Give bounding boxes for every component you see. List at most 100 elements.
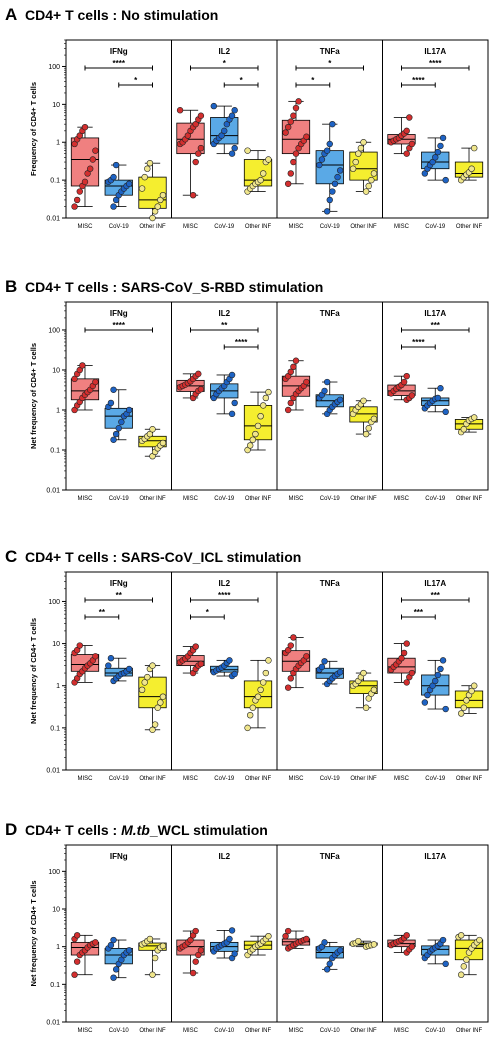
facet-label-ifng: IFNg bbox=[110, 579, 128, 588]
group-label: Other INF bbox=[245, 224, 272, 230]
facet-label-ifng: IFNg bbox=[110, 309, 128, 318]
data-point bbox=[73, 196, 81, 204]
y-tick-label: 1 bbox=[56, 944, 60, 951]
data-point bbox=[92, 939, 99, 946]
data-point bbox=[112, 430, 120, 438]
sig-label: **** bbox=[412, 338, 425, 347]
data-point bbox=[92, 147, 99, 154]
data-point bbox=[360, 139, 367, 146]
y-tick-label: 0.1 bbox=[50, 178, 60, 185]
data-point bbox=[468, 687, 475, 695]
group-label: CoV-19 bbox=[109, 776, 130, 782]
group-label: CoV-10 bbox=[109, 1028, 130, 1034]
data-point bbox=[468, 165, 475, 172]
y-tick-label: 0.01 bbox=[46, 1020, 60, 1027]
data-point bbox=[151, 954, 159, 962]
group-label: CoV-19 bbox=[109, 224, 130, 230]
group-label: Other INF bbox=[139, 496, 166, 502]
group-label: Other INF bbox=[456, 224, 483, 230]
group-label: MISC bbox=[77, 224, 93, 230]
facet-label-il17a: IL17A bbox=[424, 579, 446, 588]
group-label: Other INF bbox=[456, 776, 483, 782]
data-point bbox=[197, 144, 205, 152]
data-point bbox=[71, 971, 78, 978]
data-point bbox=[284, 406, 292, 414]
facet-label-ifng: IFNg bbox=[110, 47, 128, 56]
data-point bbox=[403, 932, 410, 939]
facet-label-il17a: IL17A bbox=[424, 309, 446, 318]
data-point bbox=[331, 180, 339, 187]
data-point bbox=[287, 368, 294, 376]
group-label: MISC bbox=[288, 496, 304, 502]
sig-label: * bbox=[328, 59, 332, 68]
group-label: CoV-19 bbox=[320, 224, 341, 230]
data-point bbox=[321, 658, 328, 665]
data-point bbox=[112, 161, 120, 169]
data-point bbox=[290, 112, 297, 119]
data-point bbox=[159, 191, 167, 199]
data-point bbox=[362, 188, 370, 195]
data-point bbox=[284, 927, 292, 935]
group-label: CoV-19 bbox=[214, 224, 235, 230]
data-point bbox=[439, 936, 447, 944]
data-point bbox=[463, 697, 470, 704]
data-point bbox=[352, 158, 359, 166]
data-point bbox=[71, 203, 78, 210]
data-point bbox=[252, 430, 259, 438]
data-point bbox=[421, 699, 429, 706]
data-point bbox=[265, 388, 272, 396]
data-point bbox=[437, 142, 444, 150]
data-point bbox=[146, 935, 154, 943]
data-point bbox=[107, 941, 115, 949]
sig-label: **** bbox=[113, 321, 126, 330]
panel-title: CD4+ T cells : SARS-CoV_ICL stimulation bbox=[25, 549, 301, 565]
data-point bbox=[439, 134, 447, 142]
data-point bbox=[329, 188, 336, 195]
sig-label: * bbox=[311, 76, 315, 85]
data-point bbox=[355, 150, 362, 157]
data-point bbox=[476, 936, 483, 944]
group-label: Other INF bbox=[350, 1028, 377, 1034]
data-point bbox=[457, 971, 465, 978]
data-point bbox=[403, 372, 410, 380]
panel-title: CD4+ T cells : No stimulation bbox=[25, 7, 218, 23]
box-cov-19 bbox=[210, 117, 239, 145]
data-point bbox=[370, 941, 378, 948]
data-point bbox=[81, 123, 89, 131]
data-point bbox=[323, 208, 331, 215]
data-point bbox=[221, 127, 228, 135]
data-point bbox=[118, 418, 125, 426]
data-point bbox=[262, 669, 270, 677]
data-point bbox=[334, 173, 341, 181]
group-label: CoV-19 bbox=[320, 496, 341, 502]
data-point bbox=[424, 691, 431, 699]
sig-label: *** bbox=[431, 321, 441, 330]
y-tick-label: 0.1 bbox=[50, 447, 60, 454]
data-point bbox=[323, 378, 331, 386]
y-axis-label: Net frequency of CD4+ T cells bbox=[29, 880, 38, 986]
data-point bbox=[287, 118, 294, 125]
sig-label: **** bbox=[235, 338, 248, 347]
data-point bbox=[149, 971, 156, 978]
data-point bbox=[92, 378, 99, 386]
data-point bbox=[144, 673, 151, 681]
facet-label-tnfa: TNFa bbox=[320, 852, 341, 861]
data-point bbox=[249, 704, 256, 711]
data-point bbox=[197, 112, 205, 119]
data-point bbox=[442, 176, 449, 184]
data-point bbox=[71, 375, 78, 383]
group-label: CoV-19 bbox=[320, 776, 341, 782]
data-point bbox=[360, 397, 367, 404]
data-point bbox=[362, 430, 370, 438]
data-point bbox=[73, 932, 81, 939]
data-point bbox=[400, 378, 408, 386]
data-point bbox=[231, 144, 238, 152]
data-point bbox=[257, 176, 264, 184]
data-point bbox=[76, 188, 83, 195]
y-tick-label: 0.1 bbox=[50, 725, 60, 732]
data-point bbox=[457, 932, 465, 939]
data-point bbox=[260, 170, 267, 177]
data-point bbox=[125, 406, 133, 414]
data-point bbox=[92, 653, 99, 660]
